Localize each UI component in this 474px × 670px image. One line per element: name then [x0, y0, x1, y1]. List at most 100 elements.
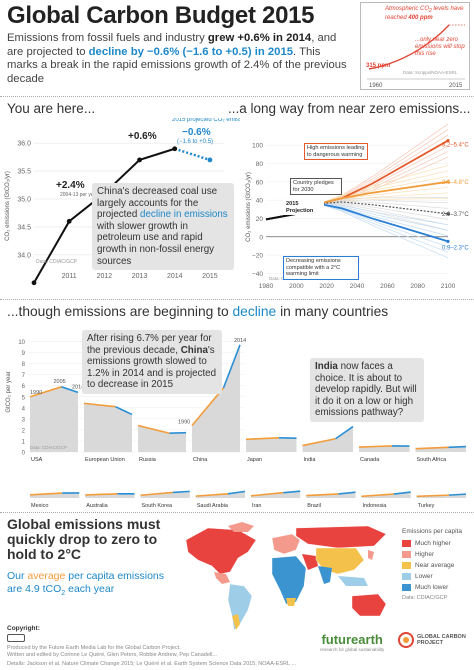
legend-item: Near average — [402, 560, 462, 571]
chart3-line-pre2005 — [85, 493, 118, 496]
map-europe — [271, 533, 301, 555]
chart3-country-label: Turkey — [418, 503, 435, 509]
legend-label: Much higher — [415, 540, 451, 547]
map-africa — [271, 555, 307, 605]
footer-credits: Produced by the Future Earth Media Lab f… — [7, 645, 217, 658]
chart3-line-post2005 — [335, 425, 354, 440]
chart2-ytick: 100 — [252, 143, 263, 150]
chart3-ytick: 7 — [22, 373, 26, 379]
avg-per-capita: Our average per capita emissions are 4.9… — [7, 570, 165, 597]
map-source: Data: CDIAC/GCP — [402, 595, 448, 601]
chart3-country-label: South Korea — [142, 503, 174, 509]
chart1-xtick: 2013 — [132, 273, 148, 280]
chart2-end-label: 2.0–3.7°C — [442, 212, 469, 218]
inset-year-end: 2015 — [449, 83, 463, 89]
chart1-point — [137, 157, 142, 163]
chart3-source: Data: CDIAC/GCP — [30, 445, 67, 450]
page-title: Global Carbon Budget 2015 — [7, 2, 315, 29]
chart3-line-pre2005 — [361, 493, 394, 498]
chart3-china-1990: 1990 — [178, 419, 190, 425]
chart3-line-pre2005 — [415, 446, 449, 450]
chart1-ytick: 34.0 — [17, 252, 31, 259]
chart3-line-pre2005 — [137, 424, 170, 434]
chart2-end-point — [446, 239, 450, 243]
chart3-ytick: 8 — [22, 362, 26, 368]
map-greenland — [228, 522, 254, 532]
chart3-line-pre2005 — [306, 493, 339, 497]
legend-title: Emissions per capita — [402, 528, 462, 535]
legend-label: Lower — [415, 573, 433, 580]
chart2-end-label: 2.6–4.8°C — [442, 180, 469, 186]
inset-year-start: 1960 — [369, 83, 383, 89]
inset-text-top: Atmospheric CO2 levels have reached 400 … — [385, 6, 464, 22]
cc-license-icon — [7, 634, 25, 642]
map-south-america — [227, 583, 253, 631]
chart3-line-pre2005 — [245, 437, 280, 441]
chart3-line-post2005 — [283, 490, 301, 494]
chart3-country-label: USA — [31, 457, 43, 463]
section3-title: ...though emissions are beginning to dec… — [7, 304, 389, 319]
chart1-source: Data: CDIAC/GCP — [36, 259, 78, 265]
chart1-ytick: 35.0 — [17, 197, 31, 204]
chart3-line-pre2005 — [302, 437, 336, 447]
chart3-ytick: 10 — [18, 340, 25, 346]
chart3-line-post2005 — [448, 493, 467, 496]
chart3-line-post2005 — [338, 491, 356, 495]
chart2-ytick: 0 — [259, 234, 263, 241]
chart2-xtick: 2000 — [289, 283, 304, 290]
chart3-year-2005: 2005 — [53, 379, 65, 385]
chart2-ytick: 60 — [256, 179, 264, 186]
chart2-xtick: 2080 — [410, 283, 425, 290]
section4-title: Global emissions must quickly drop to ze… — [7, 516, 161, 562]
chart3-line-pre2005 — [29, 492, 63, 496]
chart2-low-label: Decreasing emissions compatible with a 2… — [283, 256, 359, 280]
chart1-proj-range: (−1.6 to +0.5) — [177, 139, 213, 145]
legend-item: Lower — [402, 571, 462, 582]
legend-label: Higher — [415, 551, 435, 558]
legend-item: Much lower — [402, 582, 462, 593]
chart1-point — [172, 146, 178, 152]
chart3-line-pre2005 — [195, 493, 229, 497]
china-callout: After rising 6.7% per year for the previ… — [82, 330, 222, 394]
chart3-line-post2005 — [448, 445, 467, 449]
map-south-africa — [286, 598, 296, 606]
section2-title: ...a long way from near zero emissions..… — [228, 101, 471, 116]
chart3-china-2014: 2014 — [234, 338, 246, 344]
chart3-country-label: South Africa — [417, 457, 448, 463]
chart2-xtick: 2020 — [319, 283, 334, 290]
section1-title: You are here... — [7, 101, 96, 116]
chart3-area — [359, 445, 410, 452]
chart2-end-label: 3.2–5.4°C — [442, 143, 469, 149]
map-mexico — [214, 572, 230, 584]
legend-label: Near average — [415, 562, 455, 569]
chart-countries: 0 1 2 3 4 5 6 7 8 9 10 GtCO₂ per year USA European Un… — [6, 338, 467, 509]
chart2-xtick: 1980 — [259, 283, 274, 290]
map-southeast-asia — [338, 576, 368, 586]
futurearth-logo: futurearth research for global sustainab… — [320, 632, 385, 652]
chart3-country-label: European Union — [85, 457, 125, 463]
chart3-country-label: Iran — [252, 503, 261, 509]
legend-item: Much higher — [402, 538, 462, 549]
chart3-country-label: Mexico — [31, 503, 48, 509]
chart1-xtick: 2011 — [62, 273, 77, 280]
chart3-line-pre2005 — [416, 494, 450, 498]
chart3-line-post2005 — [222, 344, 241, 389]
chart3-line-pre2005 — [29, 386, 62, 398]
chart2-ytick: −40 — [252, 271, 263, 278]
chart1-recent-label: +0.6% — [128, 131, 157, 142]
chart2-xtick: 2100 — [441, 283, 456, 290]
chart2-end-point — [446, 212, 450, 216]
chart3-ylabel: GtCO₂ per year — [6, 371, 12, 412]
world-map — [185, 522, 387, 631]
inset-text-mid: ...only near zero emissions will stop th… — [415, 37, 465, 57]
chart2-ytick: 40 — [256, 198, 264, 205]
chart3-area — [246, 437, 297, 452]
inset-value-315: 315 ppm — [366, 63, 391, 69]
chart1-point — [207, 157, 213, 163]
gcp-logo: GLOBAL CARBON PROJECT — [398, 632, 466, 648]
chart3-country-label: Australia — [86, 503, 108, 509]
chart3-line-pre2005 — [250, 491, 284, 497]
chart1-growth-sub: 2004-13 per year — [60, 192, 98, 198]
chart3-ytick: 2 — [22, 428, 26, 434]
chart3-country-label: China — [193, 457, 208, 463]
